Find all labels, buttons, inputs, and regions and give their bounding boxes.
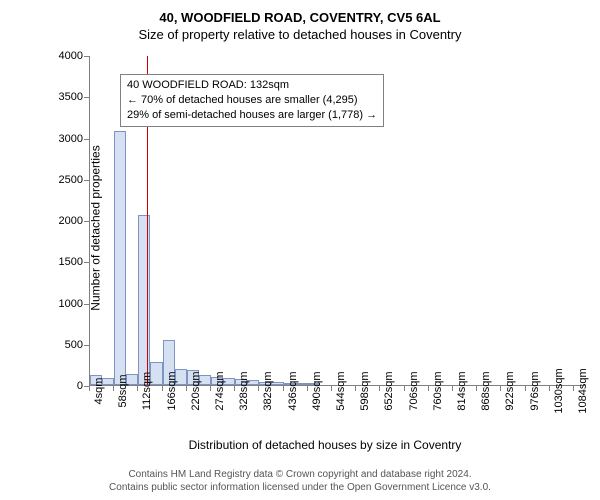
y-tick-mark: [84, 221, 89, 222]
attribution-line-2: Contains public sector information licen…: [0, 481, 600, 494]
x-tick-mark: [258, 386, 259, 391]
annotation-box: 40 WOODFIELD ROAD: 132sqm ← 70% of detac…: [120, 74, 384, 127]
x-tick-label: 706sqm: [408, 371, 420, 410]
y-tick-mark: [84, 139, 89, 140]
x-tick-label: 598sqm: [359, 371, 371, 410]
histogram-bar: [138, 215, 150, 385]
y-tick-label: 0: [43, 380, 83, 392]
y-tick-mark: [84, 304, 89, 305]
attribution-line-1: Contains HM Land Registry data © Crown c…: [0, 468, 600, 481]
x-tick-label: 868sqm: [480, 371, 492, 410]
x-tick-label: 220sqm: [190, 371, 202, 410]
x-tick-label: 1030sqm: [553, 368, 565, 413]
x-tick-mark: [331, 386, 332, 391]
x-tick-mark: [186, 386, 187, 391]
y-tick-label: 1000: [43, 298, 83, 310]
y-tick-label: 3000: [43, 133, 83, 145]
x-tick-mark: [307, 386, 308, 391]
x-tick-label: 1084sqm: [577, 368, 589, 413]
x-tick-mark: [355, 386, 356, 391]
attribution: Contains HM Land Registry data © Crown c…: [0, 468, 600, 494]
x-tick-label: 166sqm: [166, 371, 178, 410]
y-tick-mark: [84, 262, 89, 263]
y-tick-label: 4000: [43, 50, 83, 62]
x-tick-label: 544sqm: [335, 371, 347, 410]
y-tick-mark: [84, 97, 89, 98]
x-tick-mark: [89, 386, 90, 391]
page-title: 40, WOODFIELD ROAD, COVENTRY, CV5 6AL: [0, 10, 600, 25]
x-tick-mark: [162, 386, 163, 391]
x-tick-label: 814sqm: [456, 371, 468, 410]
x-tick-label: 490sqm: [311, 371, 323, 410]
x-axis-label: Distribution of detached houses by size …: [65, 438, 585, 452]
annotation-line-2: ← 70% of detached houses are smaller (4,…: [127, 93, 377, 108]
x-tick-mark: [525, 386, 526, 391]
x-tick-mark: [234, 386, 235, 391]
y-tick-label: 1500: [43, 256, 83, 268]
x-tick-label: 976sqm: [529, 371, 541, 410]
x-tick-mark: [500, 386, 501, 391]
x-tick-label: 4sqm: [93, 378, 105, 405]
x-tick-label: 760sqm: [432, 371, 444, 410]
histogram-bar: [114, 131, 126, 385]
y-tick-label: 500: [43, 339, 83, 351]
x-tick-mark: [428, 386, 429, 391]
x-tick-label: 922sqm: [504, 371, 516, 410]
x-tick-label: 436sqm: [287, 371, 299, 410]
x-tick-mark: [210, 386, 211, 391]
x-tick-mark: [573, 386, 574, 391]
y-tick-mark: [84, 56, 89, 57]
x-tick-mark: [476, 386, 477, 391]
y-tick-label: 2500: [43, 174, 83, 186]
x-tick-label: 328sqm: [238, 371, 250, 410]
x-tick-label: 652sqm: [383, 371, 395, 410]
x-tick-mark: [379, 386, 380, 391]
x-tick-mark: [452, 386, 453, 391]
page-subtitle: Size of property relative to detached ho…: [0, 27, 600, 42]
x-tick-mark: [404, 386, 405, 391]
x-tick-mark: [283, 386, 284, 391]
y-tick-mark: [84, 345, 89, 346]
x-tick-mark: [137, 386, 138, 391]
y-tick-label: 3500: [43, 91, 83, 103]
annotation-line-3: 29% of semi-detached houses are larger (…: [127, 108, 377, 123]
y-tick-label: 2000: [43, 215, 83, 227]
annotation-line-1: 40 WOODFIELD ROAD: 132sqm: [127, 78, 377, 93]
x-tick-label: 58sqm: [117, 374, 129, 407]
x-tick-mark: [113, 386, 114, 391]
x-tick-label: 112sqm: [141, 372, 153, 410]
x-tick-label: 382sqm: [262, 371, 274, 410]
x-tick-label: 274sqm: [214, 371, 226, 410]
x-tick-mark: [549, 386, 550, 391]
y-tick-mark: [84, 180, 89, 181]
